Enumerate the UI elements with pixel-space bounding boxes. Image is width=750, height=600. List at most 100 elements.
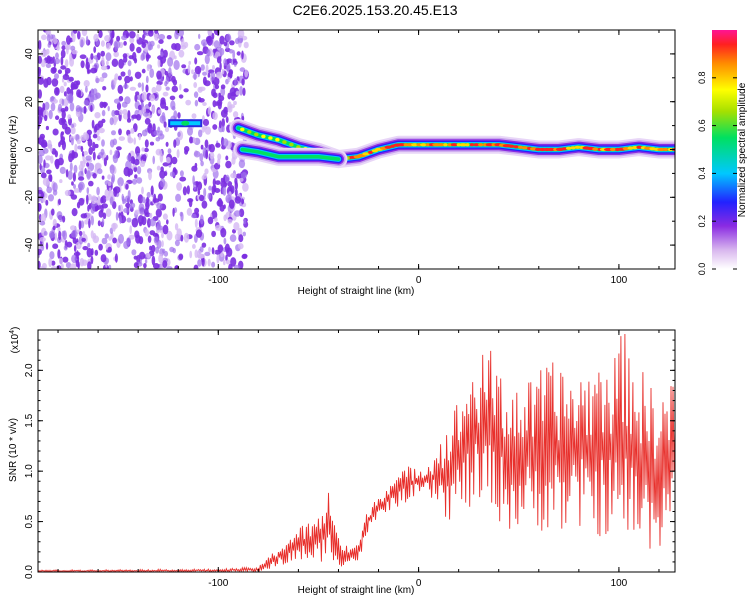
noise-speck	[157, 193, 163, 202]
noise-speck	[123, 241, 130, 249]
noise-speck	[83, 132, 87, 139]
noise-speck	[90, 215, 94, 226]
noise-speck	[149, 93, 156, 102]
noise-speck	[185, 99, 192, 106]
noise-speck	[211, 230, 217, 238]
noise-speck	[146, 196, 150, 204]
noise-speck	[202, 118, 210, 127]
noise-speck	[107, 181, 112, 186]
spectrogram-x-label: Height of straight line (km)	[298, 286, 415, 297]
noise-speck	[93, 125, 98, 133]
trace-hotspot	[397, 143, 406, 147]
noise-speck	[142, 34, 145, 41]
noise-speck	[81, 30, 88, 37]
trace-hotspot	[416, 143, 422, 147]
noise-speck	[194, 162, 198, 168]
trace-hotspot	[483, 143, 488, 147]
noise-speck	[194, 218, 198, 228]
noise-speck	[151, 255, 156, 266]
secondary-trace-layer	[240, 147, 341, 161]
noise-speck	[136, 114, 142, 121]
noise-speck	[134, 174, 138, 179]
noise-speck	[70, 123, 75, 128]
noise-speck	[48, 194, 54, 202]
noise-speck	[238, 234, 244, 243]
noise-speck	[152, 123, 156, 133]
noise-speck	[179, 176, 187, 182]
colorbar-tick-label: 0.4	[697, 167, 707, 180]
noise-speck	[127, 190, 131, 200]
noise-speck	[38, 40, 42, 50]
noise-speck	[38, 260, 41, 269]
noise-speck	[169, 95, 176, 101]
noise-speck	[115, 211, 119, 221]
noise-speck	[175, 193, 182, 202]
noise-speck	[48, 174, 52, 182]
noise-speck	[79, 257, 85, 267]
noise-speck	[171, 85, 178, 93]
noise-speck	[72, 30, 78, 34]
noise-speck	[58, 117, 66, 126]
trace-hotspot	[268, 136, 273, 140]
noise-speck	[153, 236, 159, 244]
noise-speck	[83, 80, 90, 87]
noise-speck	[73, 188, 81, 193]
noise-speck	[221, 118, 225, 128]
noise-speck	[90, 195, 97, 205]
noise-speck	[191, 213, 197, 219]
noise-speck	[50, 155, 54, 164]
noise-speck	[61, 140, 66, 151]
noise-speck	[109, 149, 113, 156]
noise-speck	[55, 115, 60, 120]
noise-speck	[39, 163, 42, 171]
noise-speck	[134, 209, 140, 215]
noise-speck	[121, 101, 128, 108]
noise-speck	[62, 73, 70, 81]
noise-speck	[177, 131, 181, 137]
noise-speck	[58, 198, 61, 205]
noise-speck	[46, 34, 51, 42]
noise-speck	[149, 141, 155, 146]
noise-speck	[203, 172, 207, 180]
y-tick-label: 1.5	[24, 413, 35, 427]
noise-speck	[207, 72, 211, 78]
noise-speck	[125, 183, 129, 190]
noise-speck	[90, 67, 97, 74]
noise-speck	[105, 42, 111, 50]
noise-speck	[116, 102, 122, 110]
noise-speck	[136, 46, 142, 54]
noise-speck	[183, 232, 190, 243]
trace-hotspot	[592, 147, 599, 151]
noise-speck	[234, 196, 242, 204]
noise-speck	[81, 237, 86, 242]
noise-speck	[120, 71, 126, 77]
noise-speck	[123, 208, 130, 213]
noise-speck	[71, 230, 78, 238]
noise-speck	[223, 41, 228, 47]
noise-speck	[111, 130, 116, 136]
noise-speck	[186, 185, 190, 195]
noise-speck	[176, 228, 182, 238]
noise-speck	[161, 232, 164, 239]
noise-speck	[96, 135, 101, 141]
noise-speck	[85, 86, 88, 93]
noise-speck	[129, 225, 132, 235]
noise-speck	[49, 230, 54, 239]
noise-speck	[131, 114, 138, 119]
noise-speck	[117, 75, 122, 81]
noise-speck	[57, 69, 63, 74]
noise-speck	[202, 125, 208, 130]
noise-speck	[44, 114, 48, 122]
noise-speck	[86, 194, 89, 205]
trace-hotspot	[425, 143, 430, 147]
noise-speck	[123, 41, 127, 46]
noise-speck	[241, 78, 245, 86]
noise-speck	[213, 184, 217, 193]
noise-speck	[126, 217, 132, 223]
noise-speck	[167, 57, 174, 67]
trace-hotspot	[362, 152, 370, 156]
noise-speck	[139, 160, 146, 168]
noise-speck	[162, 213, 168, 220]
noise-speck	[148, 101, 152, 107]
noise-speck	[174, 223, 179, 231]
